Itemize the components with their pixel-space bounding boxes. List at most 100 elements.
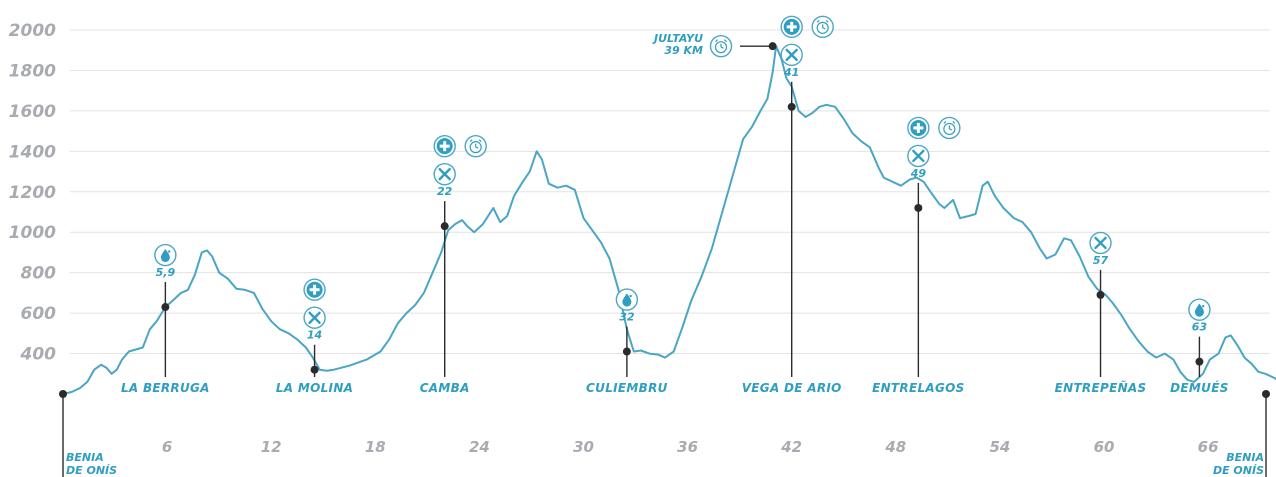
cross-horizontal	[439, 144, 450, 148]
cross-horizontal	[309, 288, 320, 292]
y-tick-label: 600	[21, 304, 57, 324]
clock-bell-right	[952, 121, 956, 124]
clock-bell-right	[478, 139, 482, 143]
waypoint-km-label: 22	[437, 185, 453, 198]
waypoint-km-label: 63	[1192, 321, 1208, 334]
knife-stroke	[912, 149, 925, 163]
waypoint-km-label: 32	[619, 311, 635, 324]
finish-marker-dot	[1262, 390, 1270, 398]
water-drop-small	[629, 294, 632, 298]
food-icon	[433, 162, 456, 186]
waypoint-km-label: 57	[1093, 254, 1109, 267]
first-aid-icon	[303, 278, 326, 301]
y-tick-label: 1600	[9, 102, 56, 122]
first-aid-icon	[780, 15, 803, 39]
first-aid-icon	[907, 116, 930, 140]
food-icon	[1089, 231, 1112, 255]
waypoint-name: CAMBA	[420, 381, 470, 395]
clock-face	[943, 122, 956, 136]
waypoint-km-label: 5,9	[156, 266, 176, 279]
clock-icon	[709, 34, 733, 58]
clock-bell-right	[825, 19, 829, 23]
clock-hands	[822, 24, 826, 30]
waypoint-km-label: 49	[910, 167, 927, 180]
x-tick-label: 60	[1094, 438, 1115, 456]
clock-bell-left	[715, 39, 718, 43]
clock-bell-left	[943, 121, 947, 124]
water-icon	[1188, 298, 1211, 321]
clock-hands	[720, 43, 724, 49]
waypoint-dot	[622, 347, 631, 356]
finish-label-line1: BENIA	[1226, 451, 1264, 464]
clock-hands	[948, 125, 953, 131]
elevation-profile-line	[62, 45, 1276, 395]
x-axis-ticks: 6 12 18 24 30 36 42 48 54 60 66	[162, 438, 1219, 456]
waypoint-dot	[787, 102, 796, 111]
finish-label-line2: DE ONÍS	[1213, 464, 1264, 477]
water-drop-small	[1202, 304, 1205, 308]
x-tick-label: 66	[1198, 438, 1219, 456]
waypoint-km-label: 14	[307, 329, 322, 342]
start-marker-dot	[59, 390, 67, 398]
water-drop	[1194, 303, 1204, 317]
waypoint-dot	[1096, 290, 1105, 299]
y-tick-label: 800	[21, 264, 57, 284]
first-aid-icon	[433, 134, 456, 158]
y-tick-label: 1000	[9, 223, 56, 243]
clock-icon	[464, 134, 487, 158]
cross-horizontal	[786, 25, 797, 29]
waypoint-dot	[914, 203, 923, 212]
clock-hands	[475, 143, 479, 149]
clock-bell-right	[724, 39, 727, 43]
x-tick-label: 6	[162, 438, 172, 456]
waypoint-name: ENTRELAGOS	[872, 381, 965, 395]
waypoint-dot	[161, 303, 170, 312]
x-tick-label: 24	[469, 438, 490, 456]
x-tick-label: 42	[780, 438, 802, 456]
start-label-line1: BENIA	[66, 451, 104, 464]
water-icon	[154, 243, 177, 267]
waypoint-name: CULIEMBRU	[586, 381, 668, 395]
x-tick-label: 30	[573, 438, 594, 456]
waypoint-km-label: 41	[783, 66, 799, 79]
clock-icon	[938, 116, 961, 140]
x-tick-label: 12	[261, 438, 282, 456]
waypoint-name: ENTREPEÑAS	[1055, 380, 1147, 395]
cross-horizontal	[913, 126, 924, 130]
knife-stroke	[438, 167, 451, 181]
clock-bell-left	[469, 139, 473, 143]
gridlines	[70, 29, 1270, 355]
waypoint-dot	[310, 365, 319, 374]
food-icon	[303, 306, 326, 329]
x-tick-label: 36	[677, 438, 698, 456]
waypoint-name: LA BERRUGA	[121, 381, 210, 395]
clock-face	[816, 21, 829, 34]
x-tick-label: 54	[989, 438, 1010, 456]
waypoint-markers	[161, 42, 1204, 377]
food-icon	[780, 43, 803, 67]
water-drop-small	[167, 250, 171, 253]
knife-stroke	[1094, 236, 1107, 250]
clock-icon	[811, 15, 834, 39]
start-finish-markers: BENIA DE ONÍS BENIA DE ONÍS	[59, 390, 1270, 477]
knife-stroke	[785, 48, 798, 62]
water-drop	[622, 293, 632, 307]
peak-dot	[768, 42, 777, 51]
peak-km: 39 KM	[664, 44, 703, 57]
clock-bell-left	[816, 19, 820, 23]
clock-face	[469, 141, 482, 154]
waypoint-name: LA MOLINA	[276, 381, 353, 395]
peak-name: JULTAYU	[652, 32, 703, 45]
waypoint-labels: LA BERRUGA 5,9 LA MOLINA 14 CAMBA 22 CULIEMBRU…	[121, 15, 1228, 395]
x-tick-label: 48	[884, 438, 906, 456]
y-tick-label: 400	[20, 345, 57, 365]
waypoint-name: DEMUÉS	[1170, 380, 1228, 395]
y-tick-label: 2000	[9, 21, 56, 41]
y-axis-ticks: 2000 1800 1600 1400 1200 1000 800 600 400	[9, 21, 56, 365]
y-tick-label: 1400	[9, 142, 56, 162]
waypoint-dot	[440, 222, 449, 231]
clock-face	[714, 41, 728, 54]
water-icon	[615, 288, 639, 311]
y-tick-label: 1800	[9, 61, 56, 81]
